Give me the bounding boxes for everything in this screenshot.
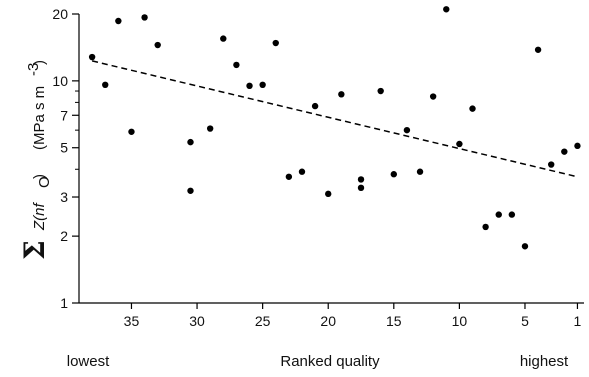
data-point [88,53,96,61]
data-point [534,46,542,53]
y-tick-label: 20 [52,6,68,22]
x-axis-title: Ranked quality [280,353,380,370]
data-point [115,17,122,25]
data-point [285,173,293,180]
x-end-label-lowest: lowest [67,353,110,370]
x-tick-label: 10 [452,313,468,329]
y-tick-label: 3 [60,189,68,205]
data-point [206,125,214,132]
trendline [91,60,578,178]
data-point [443,6,450,13]
data-point [272,39,279,47]
y-ticks: 1 2 3 5 7 10 20 [52,6,79,311]
data-point [154,41,161,49]
data-point [357,184,365,192]
y-axis-function-subscript: O [36,176,53,188]
data-point [311,102,319,110]
data-point [128,128,135,135]
axes [78,14,584,304]
data-point [187,187,194,194]
y-tick-label: 7 [60,107,68,123]
data-point [574,142,581,150]
data-point [357,176,365,183]
data-point [187,138,194,146]
y-tick-label: 1 [60,295,68,311]
y-tick-label: 2 [60,228,68,244]
data-points [88,6,581,250]
data-point [521,243,529,250]
sigma-symbol: Σ [18,240,51,260]
data-point [377,87,384,95]
data-point [548,161,555,168]
x-ticks: 35 30 25 20 15 10 5 1 [124,303,582,329]
y-axis-units-exponent: -3 [25,63,42,76]
data-point [246,82,253,90]
data-point [416,168,424,175]
y-axis-title: Σ Z(nf O ) (MPa s m -3 ) [18,60,53,260]
data-point [482,223,489,231]
y-axis-units-close: ) [31,60,48,65]
data-point [508,211,516,218]
data-point [141,14,148,21]
y-axis-function-close: ) [31,174,48,179]
data-point [403,126,411,134]
y-axis-units: (MPa s m [31,86,48,150]
data-point [469,105,476,112]
data-point [390,171,398,178]
data-point [259,81,266,89]
y-tick-label: 10 [52,73,68,89]
x-tick-label: 15 [386,313,402,329]
x-tick-label: 1 [574,313,582,329]
data-point [338,91,345,98]
x-tick-label: 30 [189,313,205,329]
x-end-label-highest: highest [520,353,569,370]
data-point [220,35,227,42]
data-point [456,140,463,148]
y-axis-function: Z(nf [31,202,48,232]
data-point [561,148,568,155]
data-point [325,190,332,198]
data-point [298,168,306,175]
data-point [233,61,240,69]
data-point [102,81,109,89]
x-tick-label: 25 [255,313,271,329]
y-tick-label: 5 [60,140,68,156]
data-point [429,93,437,100]
data-point [495,211,502,218]
x-tick-label: 35 [124,313,140,329]
x-tick-label: 5 [521,313,529,329]
x-tick-label: 20 [320,313,336,329]
